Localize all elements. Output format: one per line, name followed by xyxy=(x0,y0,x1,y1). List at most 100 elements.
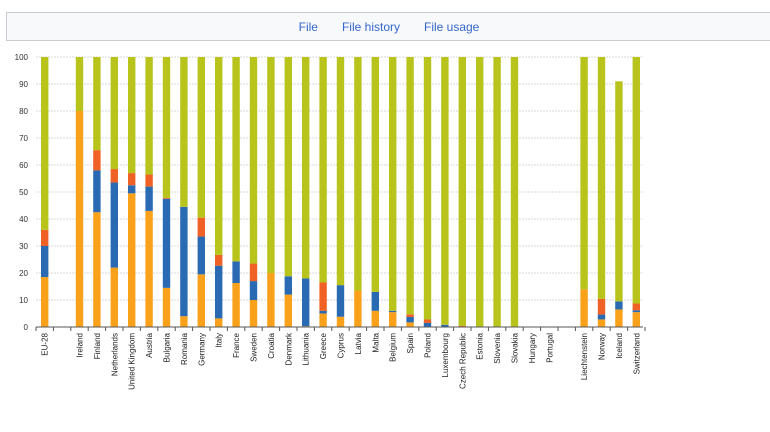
x-category-label: Denmark xyxy=(284,332,293,365)
bar-segment xyxy=(580,289,588,327)
x-category-label: Slovenia xyxy=(493,332,502,363)
x-category-label: Germany xyxy=(197,333,206,366)
x-category-label: Croatia xyxy=(267,332,276,358)
bar-segment xyxy=(284,276,292,295)
x-category-label: Latvia xyxy=(354,332,363,354)
x-category-label: Malta xyxy=(371,332,380,352)
file-usage-link[interactable]: File usage xyxy=(423,19,480,34)
bar-segment xyxy=(128,57,136,174)
bar-segment xyxy=(597,319,606,327)
bar-segment xyxy=(249,57,258,264)
bar-segment xyxy=(249,281,258,300)
x-category-label: Bulgaria xyxy=(163,332,172,362)
y-tick-label: 0 xyxy=(24,323,29,332)
bar-segment xyxy=(371,57,379,292)
bar-segment xyxy=(319,313,327,327)
y-tick-label: 60 xyxy=(19,161,28,170)
x-category-label: Lithuania xyxy=(302,332,311,365)
x-category-label: Romania xyxy=(180,332,189,365)
bar-segment xyxy=(336,285,345,317)
bar-segment xyxy=(389,312,397,327)
bar-segment xyxy=(197,217,205,237)
y-tick-label: 30 xyxy=(19,242,28,251)
bar-segment xyxy=(41,57,49,230)
x-category-label: Belgium xyxy=(389,333,398,362)
bar-segment xyxy=(162,287,171,327)
bar-segment xyxy=(389,57,397,311)
bar-segment xyxy=(458,325,466,327)
y-tick-label: 10 xyxy=(19,296,28,305)
bar-segment xyxy=(197,236,205,275)
bar-segment xyxy=(441,324,449,327)
bar-segment xyxy=(615,301,623,310)
x-category-label: France xyxy=(232,332,241,357)
bar-segment xyxy=(110,267,118,327)
bar-segment xyxy=(406,317,414,323)
x-category-label: United Kingdom xyxy=(128,333,137,390)
x-category-label: Netherlands xyxy=(110,333,119,376)
bar-segment xyxy=(215,254,223,266)
bar-segment xyxy=(249,300,258,327)
bar-segment xyxy=(441,57,449,325)
bar-segment xyxy=(249,263,258,282)
bar-segment xyxy=(632,57,640,304)
bar-segment xyxy=(632,312,640,327)
x-category-label: Greece xyxy=(319,332,328,359)
bar-segment xyxy=(93,212,101,327)
bar-segment xyxy=(371,291,379,311)
bar-segment xyxy=(110,57,118,170)
y-tick-label: 50 xyxy=(19,188,28,197)
bar-segment xyxy=(215,318,223,327)
x-category-label: Estonia xyxy=(476,332,485,359)
bar-segment xyxy=(406,314,414,318)
bar-segment xyxy=(336,57,345,286)
x-category-label: Sweden xyxy=(250,333,259,362)
bar-segment xyxy=(284,294,292,327)
x-category-label: Luxembourg xyxy=(441,333,450,377)
bar-segment xyxy=(284,57,292,277)
bar-segment xyxy=(580,57,588,290)
x-category-label: Poland xyxy=(424,333,433,358)
bar-segment xyxy=(128,185,136,194)
bar-segment xyxy=(75,111,84,327)
bar-segment xyxy=(302,278,310,327)
x-category-label: Cyprus xyxy=(337,333,346,358)
y-tick-label: 100 xyxy=(15,53,29,62)
bar-segment xyxy=(597,57,606,299)
bar-segment xyxy=(162,198,171,288)
bar-segment xyxy=(510,57,519,327)
bar-segment xyxy=(354,57,362,291)
bar-segment xyxy=(128,173,136,186)
bar-segment xyxy=(493,57,501,327)
x-category-label: Liechtenstein xyxy=(580,333,589,380)
bar-segment xyxy=(93,57,101,151)
bar-segment xyxy=(319,310,327,314)
bar-segment xyxy=(162,57,171,198)
bar-segment xyxy=(371,310,379,327)
x-category-label: Switzerland xyxy=(632,333,641,374)
bar-segment xyxy=(423,319,432,323)
bar-segment xyxy=(232,57,240,262)
file-history-link[interactable]: File history xyxy=(341,19,400,34)
bar-segment xyxy=(93,170,101,213)
bar-segment xyxy=(423,57,432,320)
bar-segment xyxy=(302,57,310,279)
bar-segment xyxy=(319,57,327,283)
bar-segment xyxy=(41,246,49,278)
file-nav-bar: File File history File usage xyxy=(6,12,770,41)
bar-segment xyxy=(180,206,188,317)
x-category-label: Austria xyxy=(145,332,154,357)
bar-segment xyxy=(180,57,188,207)
bar-segment xyxy=(406,322,414,327)
bar-segment xyxy=(406,57,414,315)
file-link[interactable]: File xyxy=(298,19,318,34)
x-category-label: Italy xyxy=(215,333,224,348)
bar-segment xyxy=(197,57,205,218)
bar-segment xyxy=(632,310,640,313)
bar-segment xyxy=(423,322,432,327)
bar-segment xyxy=(232,282,240,327)
bar-segment xyxy=(41,277,49,327)
bar-segment xyxy=(145,57,153,175)
bar-segment xyxy=(632,303,640,311)
